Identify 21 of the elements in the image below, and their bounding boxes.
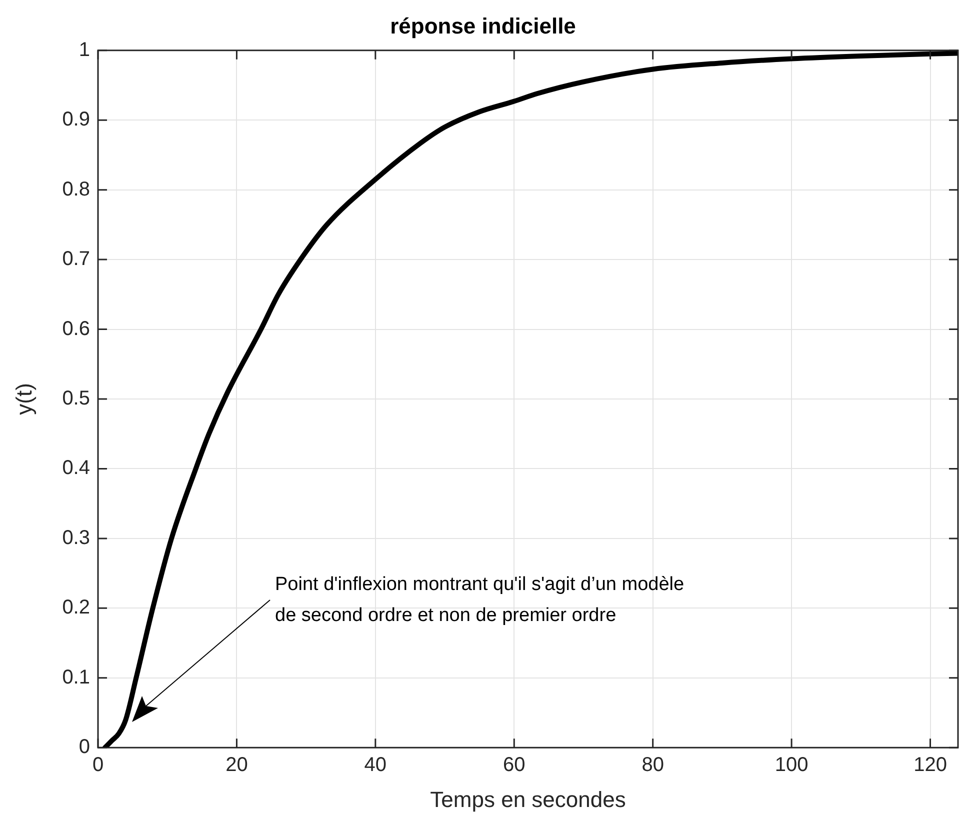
x-axis-title: Temps en secondes bbox=[430, 786, 626, 812]
y-tick-label: 0.6 bbox=[62, 318, 90, 340]
chart-title: réponse indicielle bbox=[390, 13, 576, 38]
x-tick-label: 100 bbox=[774, 754, 808, 776]
y-tick-label: 0.8 bbox=[62, 178, 90, 200]
y-tick-label: 0.9 bbox=[62, 108, 90, 131]
y-tick-label: 0.1 bbox=[62, 666, 90, 688]
y-axis-title: y(t) bbox=[11, 383, 36, 415]
x-tick-label: 40 bbox=[364, 754, 387, 776]
y-tick-label: 0.7 bbox=[62, 248, 90, 270]
x-tick-label: 80 bbox=[642, 754, 664, 776]
y-tick-label: 0.3 bbox=[62, 526, 90, 549]
y-tick-label: 0.5 bbox=[62, 388, 90, 410]
y-tick-label: 0 bbox=[78, 736, 90, 758]
y-tick-label: 0.2 bbox=[62, 596, 90, 619]
x-tick-label: 120 bbox=[914, 754, 947, 776]
x-tick-label: 60 bbox=[503, 754, 526, 776]
y-tick-label: 1 bbox=[78, 38, 90, 61]
y-tick-label: 0.4 bbox=[62, 457, 90, 480]
annotation: Point d'inflexion montrant qu'il s'agit d’un modèle de second ordre et non de premier ordre bbox=[275, 574, 684, 626]
x-tick-label: 20 bbox=[226, 754, 248, 776]
